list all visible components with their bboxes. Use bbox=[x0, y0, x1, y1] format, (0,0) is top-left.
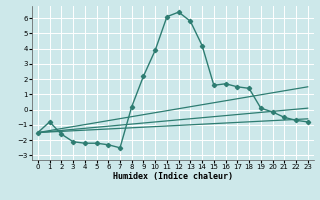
X-axis label: Humidex (Indice chaleur): Humidex (Indice chaleur) bbox=[113, 172, 233, 181]
